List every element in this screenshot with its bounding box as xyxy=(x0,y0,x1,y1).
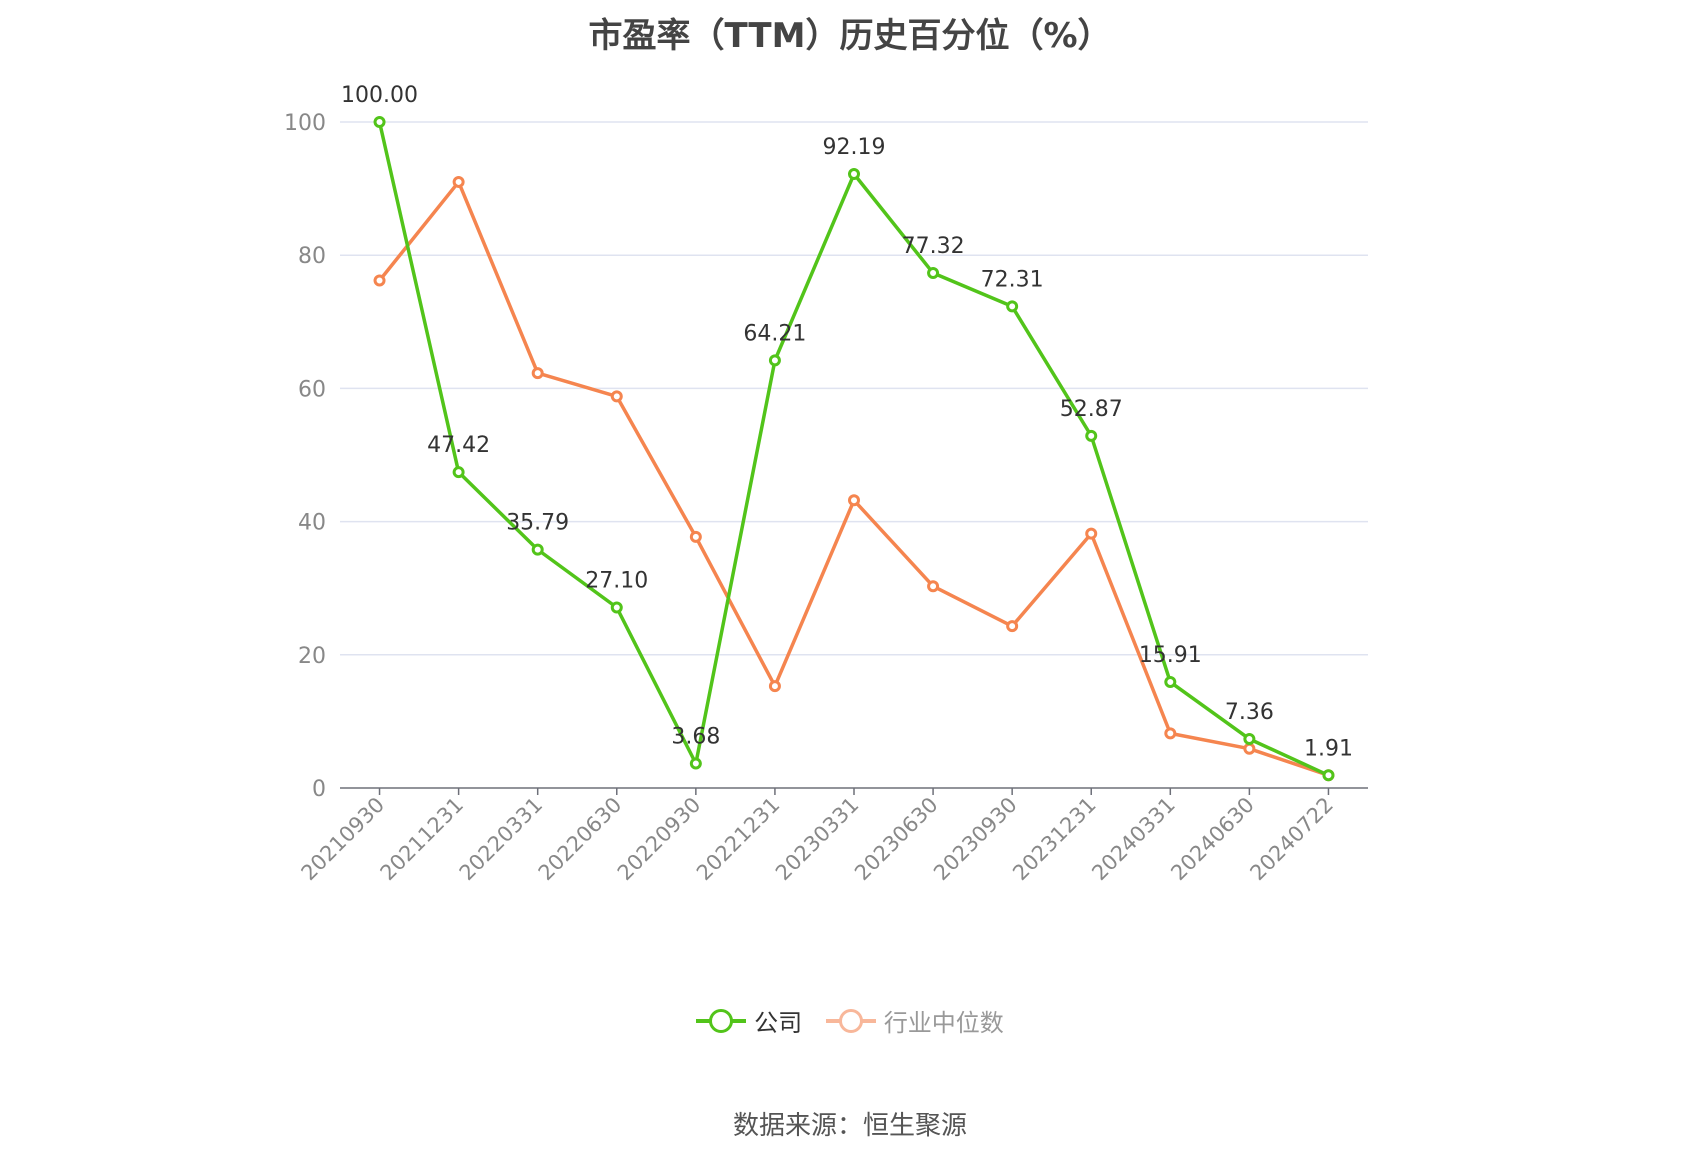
grid-lines xyxy=(340,121,1368,656)
legend-company-icon xyxy=(696,1006,747,1036)
data-point-industry-median xyxy=(848,494,860,507)
y-tick-label: 40 xyxy=(298,511,326,536)
data-label-company: 15.91 xyxy=(1139,643,1202,668)
data-point-industry-median xyxy=(768,680,781,693)
x-tick-label: 20231231 xyxy=(1008,793,1101,886)
data-label-company: 52.87 xyxy=(1060,397,1123,422)
x-tick-label: 20240331 xyxy=(1087,793,1180,886)
data-point-company xyxy=(1322,769,1335,782)
y-tick-label: 0 xyxy=(312,777,326,802)
data-label-company: 1.91 xyxy=(1304,736,1353,761)
data-point-industry-median xyxy=(689,530,702,543)
data-point-industry-median xyxy=(927,580,940,593)
data-point-company xyxy=(689,757,702,770)
data-point-company xyxy=(1164,676,1177,689)
data-point-industry-median xyxy=(373,274,386,287)
data-label-company: 3.68 xyxy=(671,724,720,749)
data-label-company: 72.31 xyxy=(981,267,1044,292)
x-tick-label: 20210930 xyxy=(297,793,390,886)
x-tick-label: 20220930 xyxy=(613,793,706,886)
y-tick-label: 100 xyxy=(284,111,326,136)
data-point-industry-median xyxy=(610,390,623,403)
x-tick-label: 20211231 xyxy=(376,793,469,886)
data-labels: 100.00 47.42 35.79 27.10 3.68 64.21 92.19 77.32… xyxy=(341,83,1353,761)
data-point-company xyxy=(531,543,544,556)
legend-industry-label: 行业中位数 xyxy=(883,1009,1004,1037)
data-point-company xyxy=(610,601,623,614)
data-label-company: 64.21 xyxy=(743,321,806,346)
data-label-company: 7.36 xyxy=(1225,700,1274,725)
data-point-company xyxy=(1085,429,1098,442)
data-point-industry-median xyxy=(1006,620,1019,633)
data-label-company: 47.42 xyxy=(427,433,490,458)
data-point-industry-median xyxy=(1164,727,1177,740)
y-tick-label: 80 xyxy=(298,244,326,269)
x-tick-label: 20220630 xyxy=(534,793,627,886)
data-label-company: 35.79 xyxy=(506,511,569,536)
data-point-company xyxy=(768,354,781,367)
x-tick-label: 20221231 xyxy=(692,793,785,886)
data-point-company xyxy=(373,116,386,128)
series xyxy=(373,116,1335,782)
legend-item-company[interactable]: 公司 xyxy=(696,1003,802,1038)
data-point-company xyxy=(452,466,465,479)
data-label-company: 100.00 xyxy=(341,83,418,108)
series-line-company xyxy=(377,121,1330,777)
chart-title: 市盈率（TTM）历史百分位（%） xyxy=(588,16,1112,56)
data-point-company xyxy=(848,168,860,181)
legend-company-label: 公司 xyxy=(754,1009,803,1037)
legend-industry-icon xyxy=(825,1006,876,1036)
x-tick-label: 20230331 xyxy=(771,793,864,886)
data-point-industry-median xyxy=(1243,742,1256,755)
legend: 公司 行业中位数 xyxy=(0,1003,1700,1042)
x-tick-label: 20230930 xyxy=(929,793,1022,886)
x-tick-label: 20240722 xyxy=(1245,793,1338,886)
axes: 0204060801002021093020211231202203312022… xyxy=(284,111,1368,885)
data-point-industry-median xyxy=(452,175,465,188)
data-point-company xyxy=(1243,732,1256,745)
data-label-company: 27.10 xyxy=(585,569,648,594)
data-source-note: 数据来源：恒生聚源 xyxy=(732,1111,967,1141)
data-point-company xyxy=(1006,300,1019,313)
data-point-industry-median xyxy=(531,367,544,380)
data-point-industry-median xyxy=(1085,527,1098,540)
legend-item-industry-median[interactable]: 行业中位数 xyxy=(825,1003,1004,1038)
y-tick-label: 20 xyxy=(298,644,326,669)
x-tick-label: 20240630 xyxy=(1166,793,1259,886)
x-tick-label: 20230630 xyxy=(850,793,943,886)
x-tick-label: 20220331 xyxy=(455,793,548,886)
y-tick-label: 60 xyxy=(298,377,326,402)
series-line-industry-median xyxy=(378,180,1330,777)
data-point-company xyxy=(927,267,940,280)
data-label-company: 92.19 xyxy=(823,135,886,160)
data-label-company: 77.32 xyxy=(902,234,965,259)
